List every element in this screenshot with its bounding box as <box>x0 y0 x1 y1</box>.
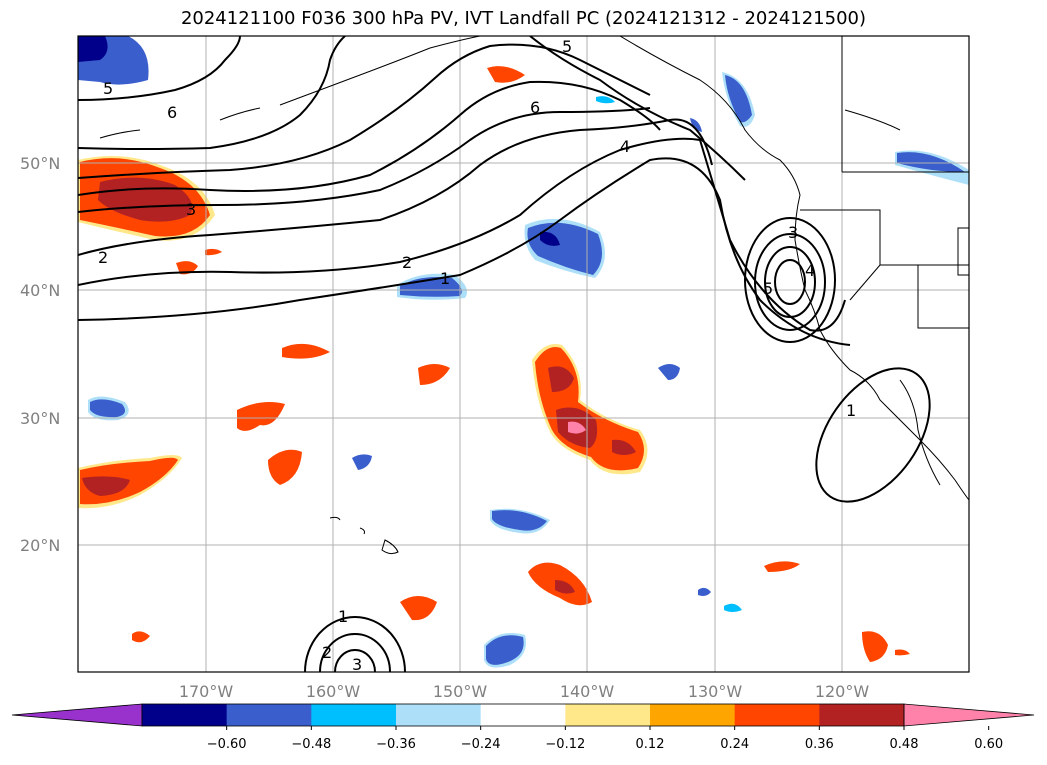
colorbar-tick-label: −0.24 <box>461 737 501 752</box>
svg-text:6: 6 <box>167 103 177 122</box>
colorbar-segment <box>819 704 905 726</box>
svg-text:1: 1 <box>338 607 348 626</box>
graticule <box>78 36 969 672</box>
pv-contours <box>78 36 931 672</box>
colorbar-segment <box>396 704 482 726</box>
svg-text:140°W: 140°W <box>560 682 615 701</box>
contour-labels: 5 6 5 6 4 3 2 2 1 3 4 5 1 1 2 3 <box>98 37 856 674</box>
svg-text:150°W: 150°W <box>433 682 488 701</box>
colorbar-tick-label: 0.36 <box>805 737 834 752</box>
colorbar-segment <box>565 704 651 726</box>
coastlines <box>99 36 969 555</box>
svg-text:2: 2 <box>402 253 412 272</box>
colorbar-segment <box>650 704 736 726</box>
colorbar-tick-label: −0.12 <box>545 737 585 752</box>
colorbar-segment <box>480 704 566 726</box>
svg-text:40°N: 40°N <box>20 281 60 300</box>
colorbar-segment <box>142 704 228 726</box>
map-frame <box>77 35 970 673</box>
colorbar-segment <box>226 704 312 726</box>
svg-text:20°N: 20°N <box>20 536 60 555</box>
svg-text:170°W: 170°W <box>179 682 234 701</box>
colorbar-tick-label: 0.60 <box>974 737 1003 752</box>
latitude-labels: 50°N 40°N 30°N 20°N <box>20 154 60 555</box>
colorbar: −0.60 −0.48 −0.36 −0.24 −0.12 0.12 0.24 0.36 0.4… <box>11 703 1035 752</box>
svg-text:5: 5 <box>562 37 572 56</box>
svg-text:30°N: 30°N <box>20 409 60 428</box>
colorbar-segment <box>734 704 820 726</box>
svg-text:6: 6 <box>530 98 540 117</box>
svg-text:2: 2 <box>322 643 332 662</box>
svg-text:3: 3 <box>186 200 196 219</box>
svg-text:50°N: 50°N <box>20 154 60 173</box>
colorbar-tick-label: −0.36 <box>376 737 416 752</box>
svg-text:2: 2 <box>98 248 108 267</box>
colorbar-tick-label: 0.24 <box>720 737 749 752</box>
svg-text:1: 1 <box>440 269 450 288</box>
svg-text:3: 3 <box>352 655 362 674</box>
svg-text:4: 4 <box>805 261 815 280</box>
svg-text:160°W: 160°W <box>306 682 361 701</box>
colorbar-extend-min <box>11 703 143 727</box>
colorbar-tick-label: −0.48 <box>291 737 331 752</box>
svg-text:4: 4 <box>620 137 630 156</box>
svg-text:1: 1 <box>846 401 856 420</box>
colorbar-tick-label: −0.60 <box>207 737 247 752</box>
colorbar-tick-label: 0.12 <box>636 737 665 752</box>
colorbar-extend-max <box>903 703 1035 727</box>
svg-text:130°W: 130°W <box>688 682 743 701</box>
svg-text:3: 3 <box>788 223 798 242</box>
pv-anomaly-shading <box>78 36 969 668</box>
longitude-labels: 170°W 160°W 150°W 140°W 130°W 120°W <box>179 682 870 701</box>
svg-text:120°W: 120°W <box>815 682 870 701</box>
colorbar-tick-label: 0.48 <box>890 737 919 752</box>
svg-text:5: 5 <box>763 279 773 298</box>
colorbar-outline <box>141 703 905 727</box>
map-title: 2024121100 F036 300 hPa PV, IVT Landfall… <box>180 8 867 29</box>
colorbar-segment <box>311 704 397 726</box>
svg-text:5: 5 <box>103 79 113 98</box>
